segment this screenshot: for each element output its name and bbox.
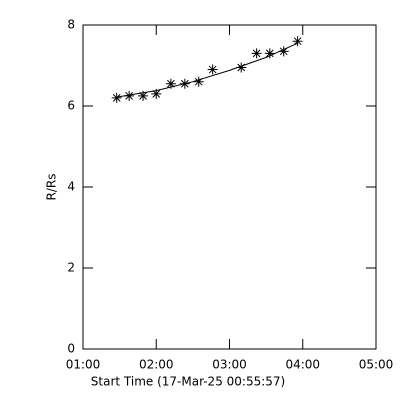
y-tick-label: 0 <box>67 342 75 356</box>
data-point <box>165 78 176 89</box>
data-point <box>138 90 149 101</box>
x-tick-label: 04:00 <box>285 358 320 372</box>
data-point <box>278 46 289 57</box>
fit-line <box>116 42 298 98</box>
x-tick-label: 03:00 <box>212 358 247 372</box>
data-point <box>207 64 218 75</box>
data-point <box>264 48 275 59</box>
data-point <box>151 88 162 99</box>
y-tick-label: 4 <box>67 180 75 194</box>
y-tick-label: 6 <box>67 99 75 113</box>
data-point <box>236 62 247 73</box>
x-tick-label: 02:00 <box>139 358 174 372</box>
data-point <box>292 36 303 47</box>
data-point <box>124 90 135 101</box>
plot-frame <box>82 24 377 350</box>
data-point <box>251 48 262 59</box>
x-axis-label: Start Time (17-Mar-25 00:55:57) <box>91 375 285 389</box>
x-tick-label: 01:00 <box>66 358 101 372</box>
data-point <box>193 76 204 87</box>
y-tick-label: 8 <box>67 18 75 32</box>
x-tick-label: 05:00 <box>359 358 394 372</box>
y-tick-label: 2 <box>67 261 75 275</box>
data-point <box>111 92 122 103</box>
y-axis-label: R/Rs <box>45 174 59 201</box>
